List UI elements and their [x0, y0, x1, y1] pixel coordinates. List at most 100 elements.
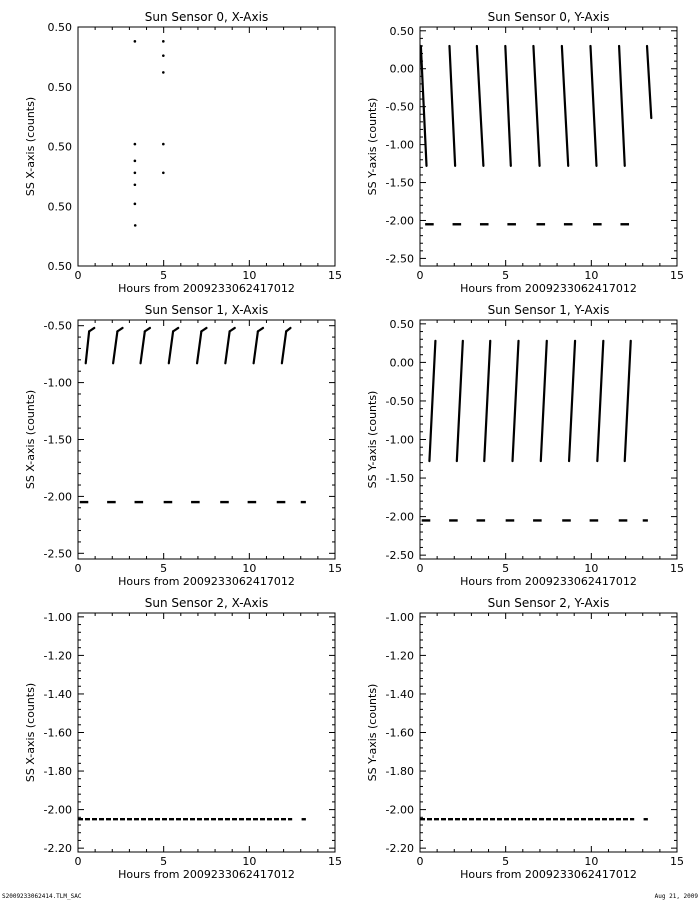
y-tick-label: -1.50 [44, 434, 72, 447]
y-tick-label: -1.40 [386, 688, 414, 701]
x-tick-label: 15 [328, 269, 342, 282]
y-tick-label: -2.50 [386, 252, 414, 265]
y-tick-label: 0.50 [390, 318, 415, 331]
y-tick-label: -1.00 [386, 611, 414, 624]
data-ramp [645, 44, 653, 120]
data-point [133, 171, 137, 175]
y-tick-label: -1.20 [44, 649, 72, 662]
x-axis-label: Hours from 2009233062417012 [460, 575, 637, 588]
x-tick-label: 0 [75, 269, 82, 282]
data-point [133, 40, 137, 43]
data-ramp [167, 330, 175, 365]
x-tick-label: 15 [670, 562, 684, 575]
y-tick-label: -2.50 [44, 547, 72, 560]
y-tick-label: -2.50 [386, 549, 414, 562]
y-tick-label: -0.50 [386, 101, 414, 114]
chart-panel-3: Sun Sensor 1, Y-Axis 0 5 10 15 0.50 0.00 -0.50 -… [366, 303, 684, 588]
y-tick-label: -2.00 [44, 490, 72, 503]
chart-panel-0: Sun Sensor 0, X-Axis 0 5 10 15 0.50 0.50 0.50 0.… [24, 10, 342, 295]
x-tick-label: 0 [417, 855, 424, 868]
data-ramp-cap [171, 326, 180, 333]
data-ramp [623, 339, 632, 463]
y-tick-label: -1.50 [386, 472, 414, 485]
data-ramp [511, 339, 520, 463]
x-tick-label: 5 [160, 562, 167, 575]
data-point [162, 40, 165, 43]
data-ramp [567, 339, 577, 463]
y-axis-label: SS X-axis (counts) [24, 97, 37, 196]
x-tick-label: 0 [75, 562, 82, 575]
data-ramp [112, 330, 119, 365]
chart-title: Sun Sensor 0, Y-Axis [488, 10, 610, 24]
x-tick-label: 15 [670, 855, 684, 868]
chart-panel-4: Sun Sensor 2, X-Axis 0 5 10 15 -1.00 -1.20 -1.4… [24, 596, 342, 881]
data-ramp [419, 44, 428, 167]
x-axis-label: Hours from 2009233062417012 [118, 868, 295, 881]
plot-frame [77, 26, 336, 267]
y-axis-label: SS X-axis (counts) [24, 390, 37, 489]
chart-title: Sun Sensor 2, Y-Axis [488, 596, 610, 610]
y-axis-label: SS Y-axis (counts) [366, 391, 379, 489]
chart-title: Sun Sensor 0, X-Axis [145, 10, 268, 24]
x-tick-label: 0 [417, 269, 424, 282]
data-ramp [139, 330, 146, 365]
y-tick-label: 0.50 [48, 200, 73, 213]
data-ramp-cap [256, 326, 265, 333]
data-ramp [280, 330, 288, 365]
y-tick-label: -1.60 [44, 727, 72, 740]
chart-panel-2: Sun Sensor 1, X-Axis 0 5 10 15 -0.50 -1.00 -1.5… [24, 303, 342, 588]
data-ramp [455, 339, 464, 463]
footer-date: Aug 21, 2009 [654, 893, 698, 900]
y-tick-label: -0.50 [386, 395, 414, 408]
x-tick-label: 5 [160, 269, 167, 282]
data-ramp-cap [200, 326, 208, 333]
y-tick-label: -2.00 [44, 804, 72, 817]
data-ramp-cap [143, 326, 152, 333]
y-tick-label: 0.50 [48, 260, 73, 273]
y-tick-label: 0.00 [390, 356, 415, 369]
data-ramp [589, 44, 598, 167]
data-ramp-cap [228, 326, 236, 333]
y-tick-label: -1.80 [386, 765, 414, 778]
data-point [162, 142, 165, 146]
footer-filename: S2009233062414.TLM_SAC [2, 893, 82, 900]
data-ramp [483, 339, 492, 463]
x-axis-label: Hours from 2009233062417012 [118, 575, 295, 588]
y-tick-label: -1.00 [44, 377, 72, 390]
plot-frame [77, 612, 336, 853]
y-tick-label: 0.50 [48, 81, 73, 94]
y-tick-label: -0.50 [44, 320, 72, 333]
data-point [133, 159, 137, 163]
y-axis-label: SS X-axis (counts) [24, 683, 37, 782]
data-ramp [532, 44, 541, 167]
y-tick-label: 0.50 [48, 21, 73, 34]
x-tick-label: 5 [502, 855, 509, 868]
y-tick-label: -1.40 [44, 688, 72, 701]
y-tick-label: -2.00 [386, 511, 414, 524]
data-ramp-cap [285, 326, 292, 333]
data-ramp [195, 330, 203, 365]
y-tick-label: -1.00 [386, 139, 414, 152]
x-tick-label: 10 [242, 562, 256, 575]
data-ramp [560, 44, 570, 167]
x-tick-label: 5 [502, 269, 509, 282]
data-ramp [428, 339, 437, 463]
x-axis-label: Hours from 2009233062417012 [118, 282, 295, 295]
y-tick-label: -2.00 [386, 214, 414, 227]
x-tick-label: 10 [584, 269, 598, 282]
data-ramp [224, 330, 231, 365]
y-tick-label: -1.80 [44, 765, 72, 778]
data-ramp [596, 339, 605, 463]
data-point [133, 202, 137, 206]
chart-panel-1: Sun Sensor 0, Y-Axis 0 5 10 15 0.50 0.00 -0.50 -… [366, 10, 684, 295]
data-ramp [448, 44, 457, 167]
data-point [162, 171, 165, 175]
y-axis-label: SS Y-axis (counts) [366, 98, 379, 196]
y-tick-label: -1.00 [44, 611, 72, 624]
x-tick-label: 10 [584, 855, 598, 868]
y-tick-label: -1.00 [386, 434, 414, 447]
data-ramp-cap [88, 326, 96, 333]
x-tick-label: 5 [502, 562, 509, 575]
data-point [133, 183, 137, 187]
